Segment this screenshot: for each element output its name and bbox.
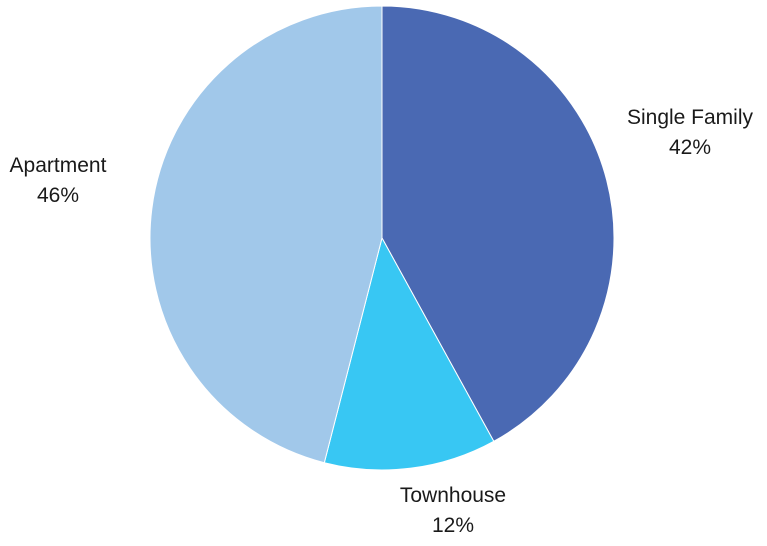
pie-slice-apartment bbox=[149, 5, 383, 464]
slice-value-townhouse: 12% bbox=[432, 514, 474, 537]
slice-label-single-family: Single Family bbox=[627, 106, 754, 129]
slice-label-apartment: Apartment bbox=[10, 154, 107, 177]
pie-labels: Single Family 42% Townhouse 12% Apartment 46% bbox=[10, 106, 754, 537]
pie-slices bbox=[149, 5, 615, 471]
slice-label-townhouse: Townhouse bbox=[400, 484, 506, 507]
pie-slice-townhouse bbox=[323, 236, 495, 471]
slice-value-single-family: 42% bbox=[669, 136, 711, 159]
slice-value-apartment: 46% bbox=[37, 184, 79, 207]
pie-slice-single-family bbox=[381, 5, 615, 442]
